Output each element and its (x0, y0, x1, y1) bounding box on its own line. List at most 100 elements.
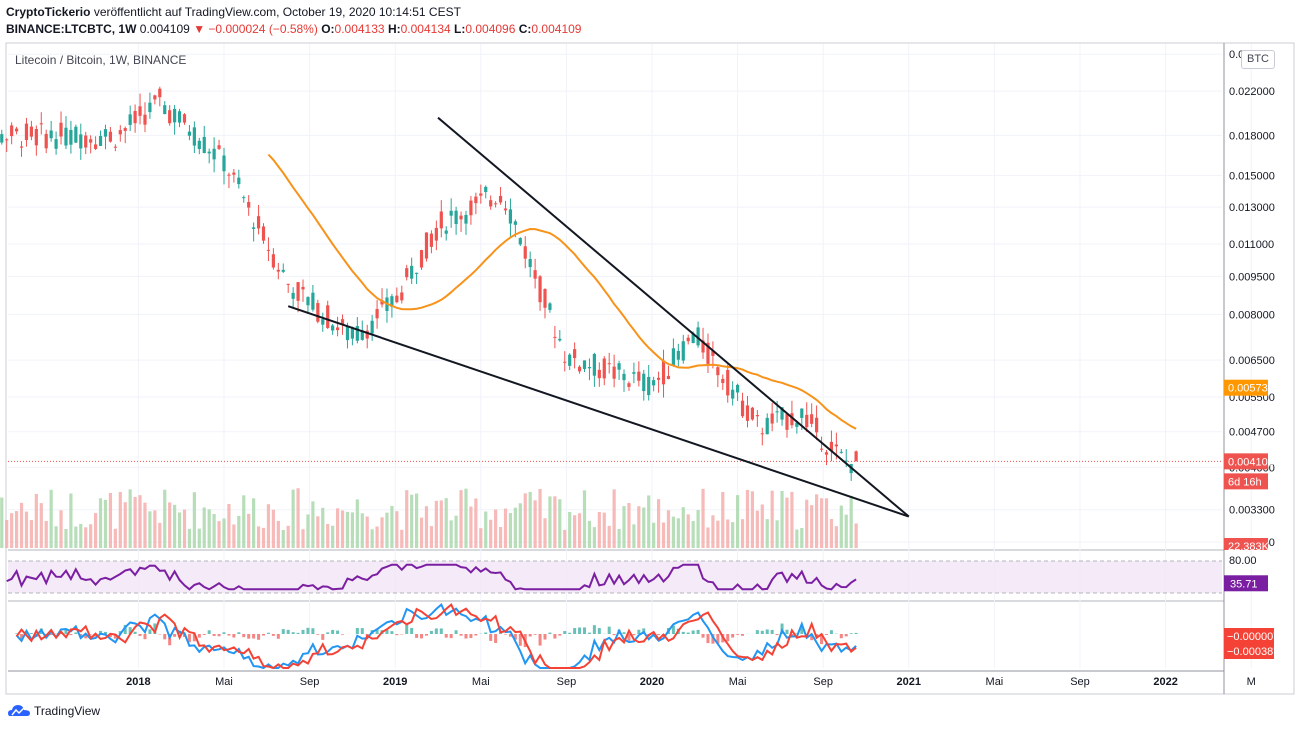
macd-histogram-bar (15, 633, 19, 634)
candle-body (123, 128, 127, 131)
candle-body (79, 134, 83, 149)
volume-bar (227, 503, 231, 548)
candle-body (29, 126, 33, 137)
macd-histogram-bar (20, 634, 24, 641)
volume-bar (498, 527, 503, 548)
volume-bar (98, 498, 103, 548)
candle-body (168, 110, 172, 124)
volume-bar (148, 511, 152, 548)
candle-body (400, 292, 404, 301)
volume-bar (736, 495, 740, 548)
tradingview-logo[interactable]: TradingView (8, 704, 100, 718)
macd-histogram-bar (474, 634, 478, 636)
volume-bar (622, 506, 626, 548)
macd-histogram-bar (528, 634, 532, 637)
macd-histogram-bar (686, 632, 690, 634)
volume-bar (316, 516, 320, 548)
candle-body (661, 360, 666, 385)
volume-bar (844, 514, 848, 548)
macd-histogram-bar (706, 634, 710, 644)
macd-histogram-bar (592, 625, 596, 634)
candle-body (464, 214, 468, 224)
volume-bar (390, 505, 394, 548)
price-change: −0.000024 (−0.58%) (208, 22, 318, 36)
time-tick-label: Mai (986, 676, 1004, 688)
candle-body (232, 172, 236, 175)
candle-body (696, 327, 700, 346)
volume-bar (513, 507, 517, 548)
volume-bar (706, 527, 710, 548)
macd-histogram-bar (197, 634, 201, 638)
macd-histogram-bar (306, 627, 310, 634)
candle-body (449, 210, 453, 216)
volume-bar (173, 504, 177, 548)
volume-bar (207, 509, 211, 548)
macd-histogram-bar (296, 632, 300, 634)
macd-histogram-bar (271, 634, 275, 636)
candle-body (10, 125, 14, 137)
macd-histogram-bar (202, 634, 206, 635)
open-value: 0.004133 (334, 22, 385, 36)
candle-body (84, 135, 88, 148)
candle-body (89, 139, 93, 143)
candle-body (592, 353, 596, 376)
candle-body (434, 227, 438, 241)
volume-bar (335, 508, 340, 548)
volume-bar (721, 491, 725, 548)
candle-body (558, 338, 562, 341)
volume-bar (449, 520, 453, 548)
volume-bar (459, 490, 463, 548)
macd-histogram-bar (321, 634, 325, 640)
price-axis[interactable]: 0.0260000.0220000.0180000.0150000.013000… (1224, 49, 1279, 659)
volume-bar (429, 526, 434, 548)
candle-body (652, 380, 656, 386)
macd-histogram-bar (854, 632, 858, 634)
macd-histogram-bar (716, 634, 720, 644)
cloud-icon (8, 705, 30, 716)
macd-histogram-bar (587, 632, 591, 634)
candle-body (489, 200, 493, 207)
last-price-label: 0.004109 (1228, 456, 1274, 468)
macd-histogram-bar (538, 634, 542, 646)
price-tick-label: 0.009500 (1229, 271, 1275, 283)
candle-body (760, 433, 764, 435)
candle-body (306, 297, 310, 306)
volume-bar (750, 491, 755, 548)
symbol-label: BINANCE:LTCBTC, 1W (6, 22, 137, 36)
macd-histogram-bar (360, 628, 364, 634)
volume-bar (128, 489, 132, 548)
currency-button[interactable]: BTC (1241, 50, 1275, 69)
macd-histogram-bar (494, 634, 498, 643)
candle-body (74, 126, 78, 143)
volume-bar (405, 490, 409, 548)
macd-histogram-bar (316, 634, 320, 635)
volume-bar (582, 490, 587, 548)
macd-histogram-bar (533, 634, 537, 635)
candle-body (587, 367, 592, 369)
candle-body (553, 336, 557, 338)
volume-label: 22.383K (1228, 541, 1270, 553)
volume-bar (464, 488, 468, 548)
candle-body (103, 129, 108, 137)
candle-body (469, 200, 473, 216)
volume-bar (528, 491, 532, 548)
macd-histogram-bar (503, 634, 507, 635)
time-tick-label: 2022 (1153, 676, 1177, 688)
candle-body (54, 139, 58, 149)
candle-body (350, 328, 354, 339)
candle-body (731, 389, 735, 399)
volume-bar (197, 528, 201, 548)
candle-body (568, 354, 572, 366)
macd-histogram-bar (29, 633, 33, 634)
macd-histogram-bar (775, 634, 779, 635)
author-name[interactable]: CryptoTickerio (6, 5, 91, 19)
volume-bar (577, 513, 582, 548)
macd-histogram-bar (94, 634, 98, 637)
candle-body (795, 422, 799, 427)
candle-body (508, 209, 513, 224)
time-axis[interactable]: 2018 Mai Sep 2019 Mai Sep 2020 Mai Sep 2021 Mai Sep… (126, 676, 1256, 688)
volume-bar (123, 502, 127, 548)
trendlines (287, 116, 910, 518)
candle-body (736, 384, 740, 393)
